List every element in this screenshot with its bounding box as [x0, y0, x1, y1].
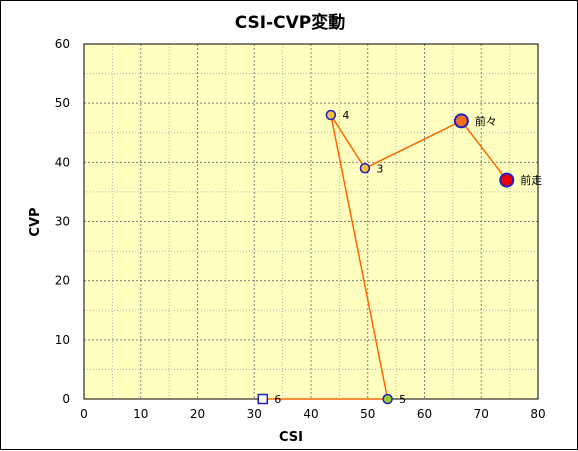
data-point-label: 前走: [520, 173, 542, 187]
series-line: [262, 114, 508, 400]
x-tick-label: 30: [247, 407, 262, 421]
y-axis-ticks: 0 10 20 30 40 50 60: [55, 37, 70, 406]
x-tick-label: 40: [303, 407, 318, 421]
data-points: [257, 109, 515, 405]
x-axis-title: CSI: [279, 430, 303, 445]
data-point: [499, 172, 515, 188]
data-point-label: 3: [376, 162, 383, 175]
data-point-labels: 前走 前々 3 4 5 6: [274, 109, 542, 406]
x-tick-label: 0: [80, 407, 88, 421]
data-point: [382, 393, 393, 405]
data-point: [453, 113, 469, 129]
y-tick-label: 10: [55, 333, 70, 347]
series-polyline: [262, 114, 508, 400]
x-axis-ticks: 0 10 20 30 40 50 60 70 80: [80, 407, 545, 421]
y-tick-label: 30: [55, 215, 70, 229]
grid-lines: [84, 44, 538, 399]
x-tick-label: 10: [133, 407, 148, 421]
y-tick-label: 40: [55, 155, 70, 169]
y-tick-label: 0: [62, 392, 70, 406]
x-tick-label: 80: [530, 407, 545, 421]
data-point-label: 5: [399, 393, 406, 406]
data-point-label: 前々: [475, 114, 497, 128]
y-tick-label: 50: [55, 96, 70, 110]
y-tick-label: 20: [55, 274, 70, 288]
y-axis-title: CVP: [28, 207, 43, 236]
data-point: [325, 109, 337, 121]
x-tick-label: 60: [417, 407, 432, 421]
y-tick-label: 60: [55, 37, 70, 51]
data-point-label: 6: [274, 393, 281, 406]
x-tick-label: 50: [360, 407, 375, 421]
data-point-label: 4: [342, 109, 349, 122]
data-point: [359, 163, 371, 174]
chart-title: CSI-CVP変動: [235, 12, 346, 33]
x-tick-label: 20: [190, 407, 205, 421]
x-tick-label: 70: [474, 407, 489, 421]
data-point: [257, 393, 269, 405]
